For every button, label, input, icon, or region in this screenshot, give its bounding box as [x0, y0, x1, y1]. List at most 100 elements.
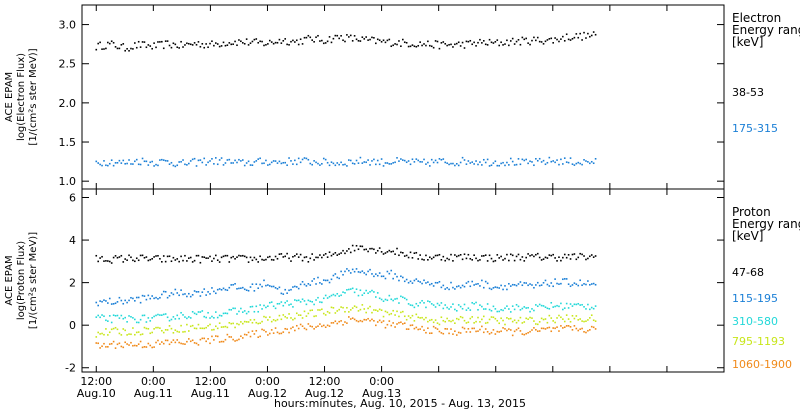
data-point — [398, 279, 400, 282]
data-point — [585, 283, 587, 286]
data-point — [238, 310, 240, 313]
data-point — [482, 286, 485, 289]
data-point — [517, 305, 520, 308]
data-point — [243, 255, 246, 258]
data-point — [211, 315, 213, 318]
data-point — [465, 331, 468, 333]
data-point — [241, 286, 244, 289]
data-point — [594, 283, 597, 286]
data-point — [517, 327, 520, 330]
data-point — [407, 281, 410, 284]
data-point — [542, 281, 545, 284]
data-point — [168, 343, 171, 346]
data-point — [533, 164, 535, 167]
data-point — [186, 317, 188, 320]
data-point — [357, 162, 360, 164]
data-point — [178, 47, 180, 49]
data-point — [286, 43, 288, 46]
data-point — [506, 329, 508, 332]
data-point — [292, 326, 294, 328]
data-point — [348, 269, 350, 272]
data-point — [475, 160, 477, 162]
data-point — [490, 41, 493, 44]
data-point — [355, 244, 358, 247]
data-point — [101, 345, 103, 348]
data-point — [365, 36, 367, 38]
data-point — [455, 334, 458, 336]
data-point — [427, 258, 429, 261]
data-point — [452, 303, 454, 305]
data-point — [446, 306, 448, 309]
data-point — [311, 300, 313, 303]
data-point — [367, 159, 369, 161]
data-point — [203, 337, 206, 340]
data-point — [103, 315, 105, 318]
data-point — [249, 286, 252, 288]
data-point — [583, 331, 585, 333]
data-point — [112, 314, 115, 317]
data-point — [116, 343, 119, 346]
data-point — [265, 284, 267, 287]
data-point — [400, 251, 402, 254]
data-point — [241, 42, 244, 44]
data-point — [432, 325, 435, 328]
data-point — [554, 161, 556, 164]
data-point — [184, 293, 186, 295]
data-point — [521, 333, 524, 335]
data-point — [108, 343, 111, 345]
data-point — [436, 322, 439, 324]
data-point — [504, 307, 506, 310]
data-point — [346, 306, 348, 309]
data-point — [471, 259, 474, 261]
data-point — [454, 288, 456, 290]
data-point — [257, 336, 260, 339]
data-point — [363, 318, 366, 321]
data-point — [382, 275, 385, 278]
data-point — [128, 299, 130, 302]
data-point — [396, 157, 398, 159]
data-point — [454, 254, 456, 256]
data-point — [270, 258, 273, 261]
data-point — [563, 278, 566, 280]
x-tick-date: Aug.11 — [191, 387, 230, 400]
data-point — [197, 323, 200, 326]
data-point — [251, 259, 254, 262]
data-point — [428, 44, 431, 47]
data-point — [224, 44, 227, 47]
data-point — [222, 287, 225, 290]
data-point — [292, 286, 294, 288]
data-point — [484, 254, 487, 256]
data-point — [531, 284, 533, 286]
data-point — [236, 339, 238, 342]
data-point — [502, 309, 504, 312]
data-point — [481, 164, 483, 166]
data-point — [126, 259, 128, 261]
data-point — [286, 292, 288, 294]
data-point — [506, 39, 508, 42]
data-point — [544, 318, 547, 320]
data-point — [550, 330, 553, 333]
data-point — [195, 313, 198, 316]
data-point — [130, 315, 132, 318]
data-point — [193, 312, 196, 315]
data-point — [386, 270, 389, 273]
data-point — [137, 163, 140, 166]
data-point — [247, 44, 250, 46]
data-point — [105, 319, 107, 322]
data-point — [151, 160, 153, 163]
data-point — [245, 312, 248, 315]
data-point — [486, 158, 489, 161]
data-point — [230, 284, 233, 286]
data-point — [268, 332, 271, 335]
data-point — [170, 341, 173, 344]
data-point — [533, 286, 535, 289]
data-point — [419, 254, 421, 256]
data-point — [162, 255, 165, 257]
data-point — [369, 38, 371, 41]
data-point — [290, 40, 292, 43]
data-point — [159, 314, 161, 316]
data-point — [467, 280, 470, 283]
data-point — [504, 323, 506, 326]
data-point — [434, 281, 437, 284]
